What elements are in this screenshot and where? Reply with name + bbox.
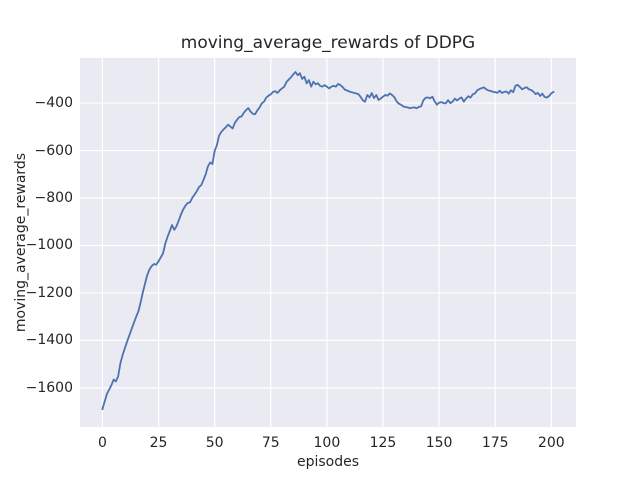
- x-tick-label: 0: [97, 435, 107, 451]
- chart-canvas: [80, 58, 576, 427]
- x-tick-label: 175: [481, 435, 509, 451]
- x-tick-label: 200: [537, 435, 565, 451]
- x-tick-label: 75: [261, 435, 280, 451]
- y-tick-label: −1600: [25, 379, 73, 396]
- plot-area: [80, 58, 576, 427]
- y-tick-label: −1200: [25, 284, 73, 301]
- x-tick-label: 50: [205, 435, 224, 451]
- x-tick-label: 125: [369, 435, 397, 451]
- x-tick-label: 100: [313, 435, 341, 451]
- chart-title: moving_average_rewards of DDPG: [180, 33, 476, 53]
- x-tick-label: 25: [149, 435, 168, 451]
- y-tick-label: −1400: [25, 332, 73, 349]
- y-tick-label: −600: [34, 142, 73, 159]
- x-axis-label: episodes: [296, 454, 360, 470]
- y-tick-label: −400: [34, 95, 73, 112]
- y-tick-label: −800: [34, 190, 73, 206]
- series-line-moving_average_rewards: [101, 71, 555, 411]
- x-tick-label: 150: [425, 435, 453, 451]
- y-tick-label: −1000: [25, 237, 73, 254]
